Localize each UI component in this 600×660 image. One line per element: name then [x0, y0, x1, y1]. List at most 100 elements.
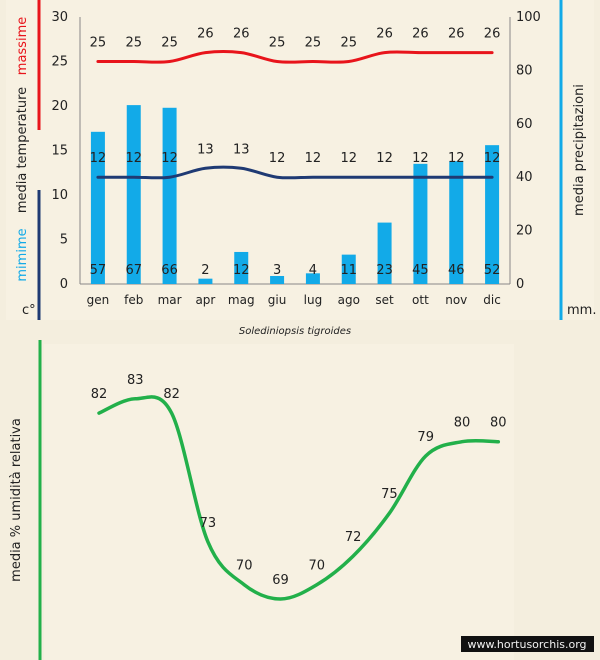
watermark-bg: [461, 636, 594, 652]
right-tick-label: 100: [516, 10, 541, 25]
max-temp-value-label: 26: [412, 27, 429, 42]
left-tick-label: 10: [51, 188, 68, 203]
min-temp-line: [96, 165, 494, 180]
min-temp-value-label: 12: [269, 151, 286, 166]
humidity-value-label: 80: [490, 416, 507, 431]
min-temp-value-label: 12: [305, 151, 322, 166]
month-tick-label: feb: [124, 293, 143, 307]
humidity-chart-marks: 82 83 82 73 70 69 70 72 75 79 80 80: [91, 373, 507, 601]
precip-bar: [449, 161, 464, 284]
min-temp-value-label: 12: [484, 151, 501, 166]
month-tick-label: lug: [304, 293, 323, 307]
precip-value-label: 23: [376, 263, 393, 278]
min-temp-value-label: 12: [448, 151, 465, 166]
max-temp-line: [96, 49, 494, 64]
right-tick-label: 20: [516, 224, 533, 239]
humidity-value-label: 69: [272, 573, 289, 588]
humidity-value-label: 82: [91, 387, 108, 402]
max-temp-value-label: 25: [340, 36, 357, 51]
precip-value-label: 2: [201, 263, 209, 278]
month-tick-label: gen: [87, 293, 110, 307]
precip-axis-label: media precipitazioni: [572, 84, 587, 216]
max-temp-value-label: 25: [269, 36, 286, 51]
right-tick-label: 80: [516, 63, 533, 78]
precip-value-label: 12: [233, 263, 250, 278]
max-temp-value-label: 25: [125, 36, 142, 51]
max-temp-value-label: 26: [484, 27, 501, 42]
month-tick-label: apr: [195, 293, 215, 307]
precip-bar: [485, 145, 500, 284]
humidity-value-label: 79: [417, 430, 434, 445]
humidity-value-label: 80: [454, 416, 471, 431]
temperature-axis-label: media temperature: [15, 87, 30, 213]
precip-bar: [305, 273, 320, 284]
humidity-value-label: 72: [345, 530, 362, 545]
month-tick-label: mar: [158, 293, 182, 307]
precip-bar: [377, 222, 392, 284]
min-temp-value-label: 12: [161, 151, 178, 166]
precip-bar: [90, 131, 105, 284]
precip-value-label: 66: [161, 263, 178, 278]
precip-value-label: 46: [448, 263, 465, 278]
precip-unit-label: mm.: [567, 303, 596, 318]
min-temp-value-label: 12: [376, 151, 393, 166]
month-tick-label: mag: [228, 293, 255, 307]
max-temp-value-label: 26: [233, 27, 250, 42]
precip-value-label: 4: [309, 263, 317, 278]
precip-bar: [234, 251, 249, 284]
left-tick-label: 25: [51, 55, 68, 70]
humidity-axis-label: media % umidità relativa: [9, 418, 24, 582]
precip-value-label: 52: [484, 263, 501, 278]
max-temp-value-label: 26: [448, 27, 465, 42]
humidity-line: [97, 395, 501, 601]
precip-value-label: 3: [273, 263, 281, 278]
max-temp-value-label: 25: [161, 36, 178, 51]
min-temp-value-label: 12: [340, 151, 357, 166]
precip-bar: [198, 278, 213, 284]
month-tick-label: giu: [268, 293, 287, 307]
precip-value-label: 67: [125, 263, 142, 278]
max-temp-value-label: 26: [376, 27, 393, 42]
left-tick-label: 20: [51, 99, 68, 114]
max-temp-value-label: 26: [197, 27, 214, 42]
humidity-chart-panel: [44, 344, 514, 660]
left-tick-label: 15: [51, 144, 68, 159]
precip-bar: [162, 107, 177, 284]
month-tick-label: nov: [445, 293, 467, 307]
precip-bar: [413, 163, 428, 284]
right-tick-label: 60: [516, 117, 533, 132]
precip-bar: [341, 254, 356, 284]
min-temp-value-label: 12: [412, 151, 429, 166]
left-tick-label: 5: [60, 233, 68, 248]
chart-title: Solediniopsis tigroides: [239, 326, 351, 337]
humidity-value-label: 70: [236, 559, 253, 574]
watermark: www.hortusorchis.org: [467, 638, 586, 651]
humidity-value-label: 70: [309, 559, 326, 574]
max-temp-value-label: 25: [305, 36, 322, 51]
max-temp-label: massime: [15, 17, 30, 75]
month-tick-label: ott: [412, 293, 429, 307]
left-tick-label: 30: [51, 10, 68, 25]
max-temp-value-label: 25: [90, 36, 107, 51]
precip-value-label: 57: [90, 263, 107, 278]
right-tick-label: 0: [516, 277, 524, 292]
right-tick-label: 40: [516, 170, 533, 185]
month-tick-label: dic: [483, 293, 501, 307]
precip-value-label: 11: [340, 263, 357, 278]
min-temp-value-label: 12: [125, 151, 142, 166]
humidity-value-label: 73: [200, 516, 217, 531]
precip-bar: [270, 275, 285, 284]
temperature-unit-label: c°: [22, 303, 36, 318]
min-temp-label: mimime: [15, 228, 30, 281]
humidity-value-label: 75: [381, 487, 398, 502]
humidity-value-label: 83: [127, 373, 144, 388]
month-tick-label: set: [375, 293, 394, 307]
top-chart-marks: 0 5 10 15 20 25 30 0 20 40 60 80 100 gen feb mar apr mag g…: [51, 10, 540, 307]
month-tick-label: ago: [338, 293, 360, 307]
min-temp-value-label: 13: [233, 142, 250, 157]
humidity-value-label: 82: [163, 387, 180, 402]
min-temp-value-label: 12: [90, 151, 107, 166]
precip-value-label: 45: [412, 263, 429, 278]
